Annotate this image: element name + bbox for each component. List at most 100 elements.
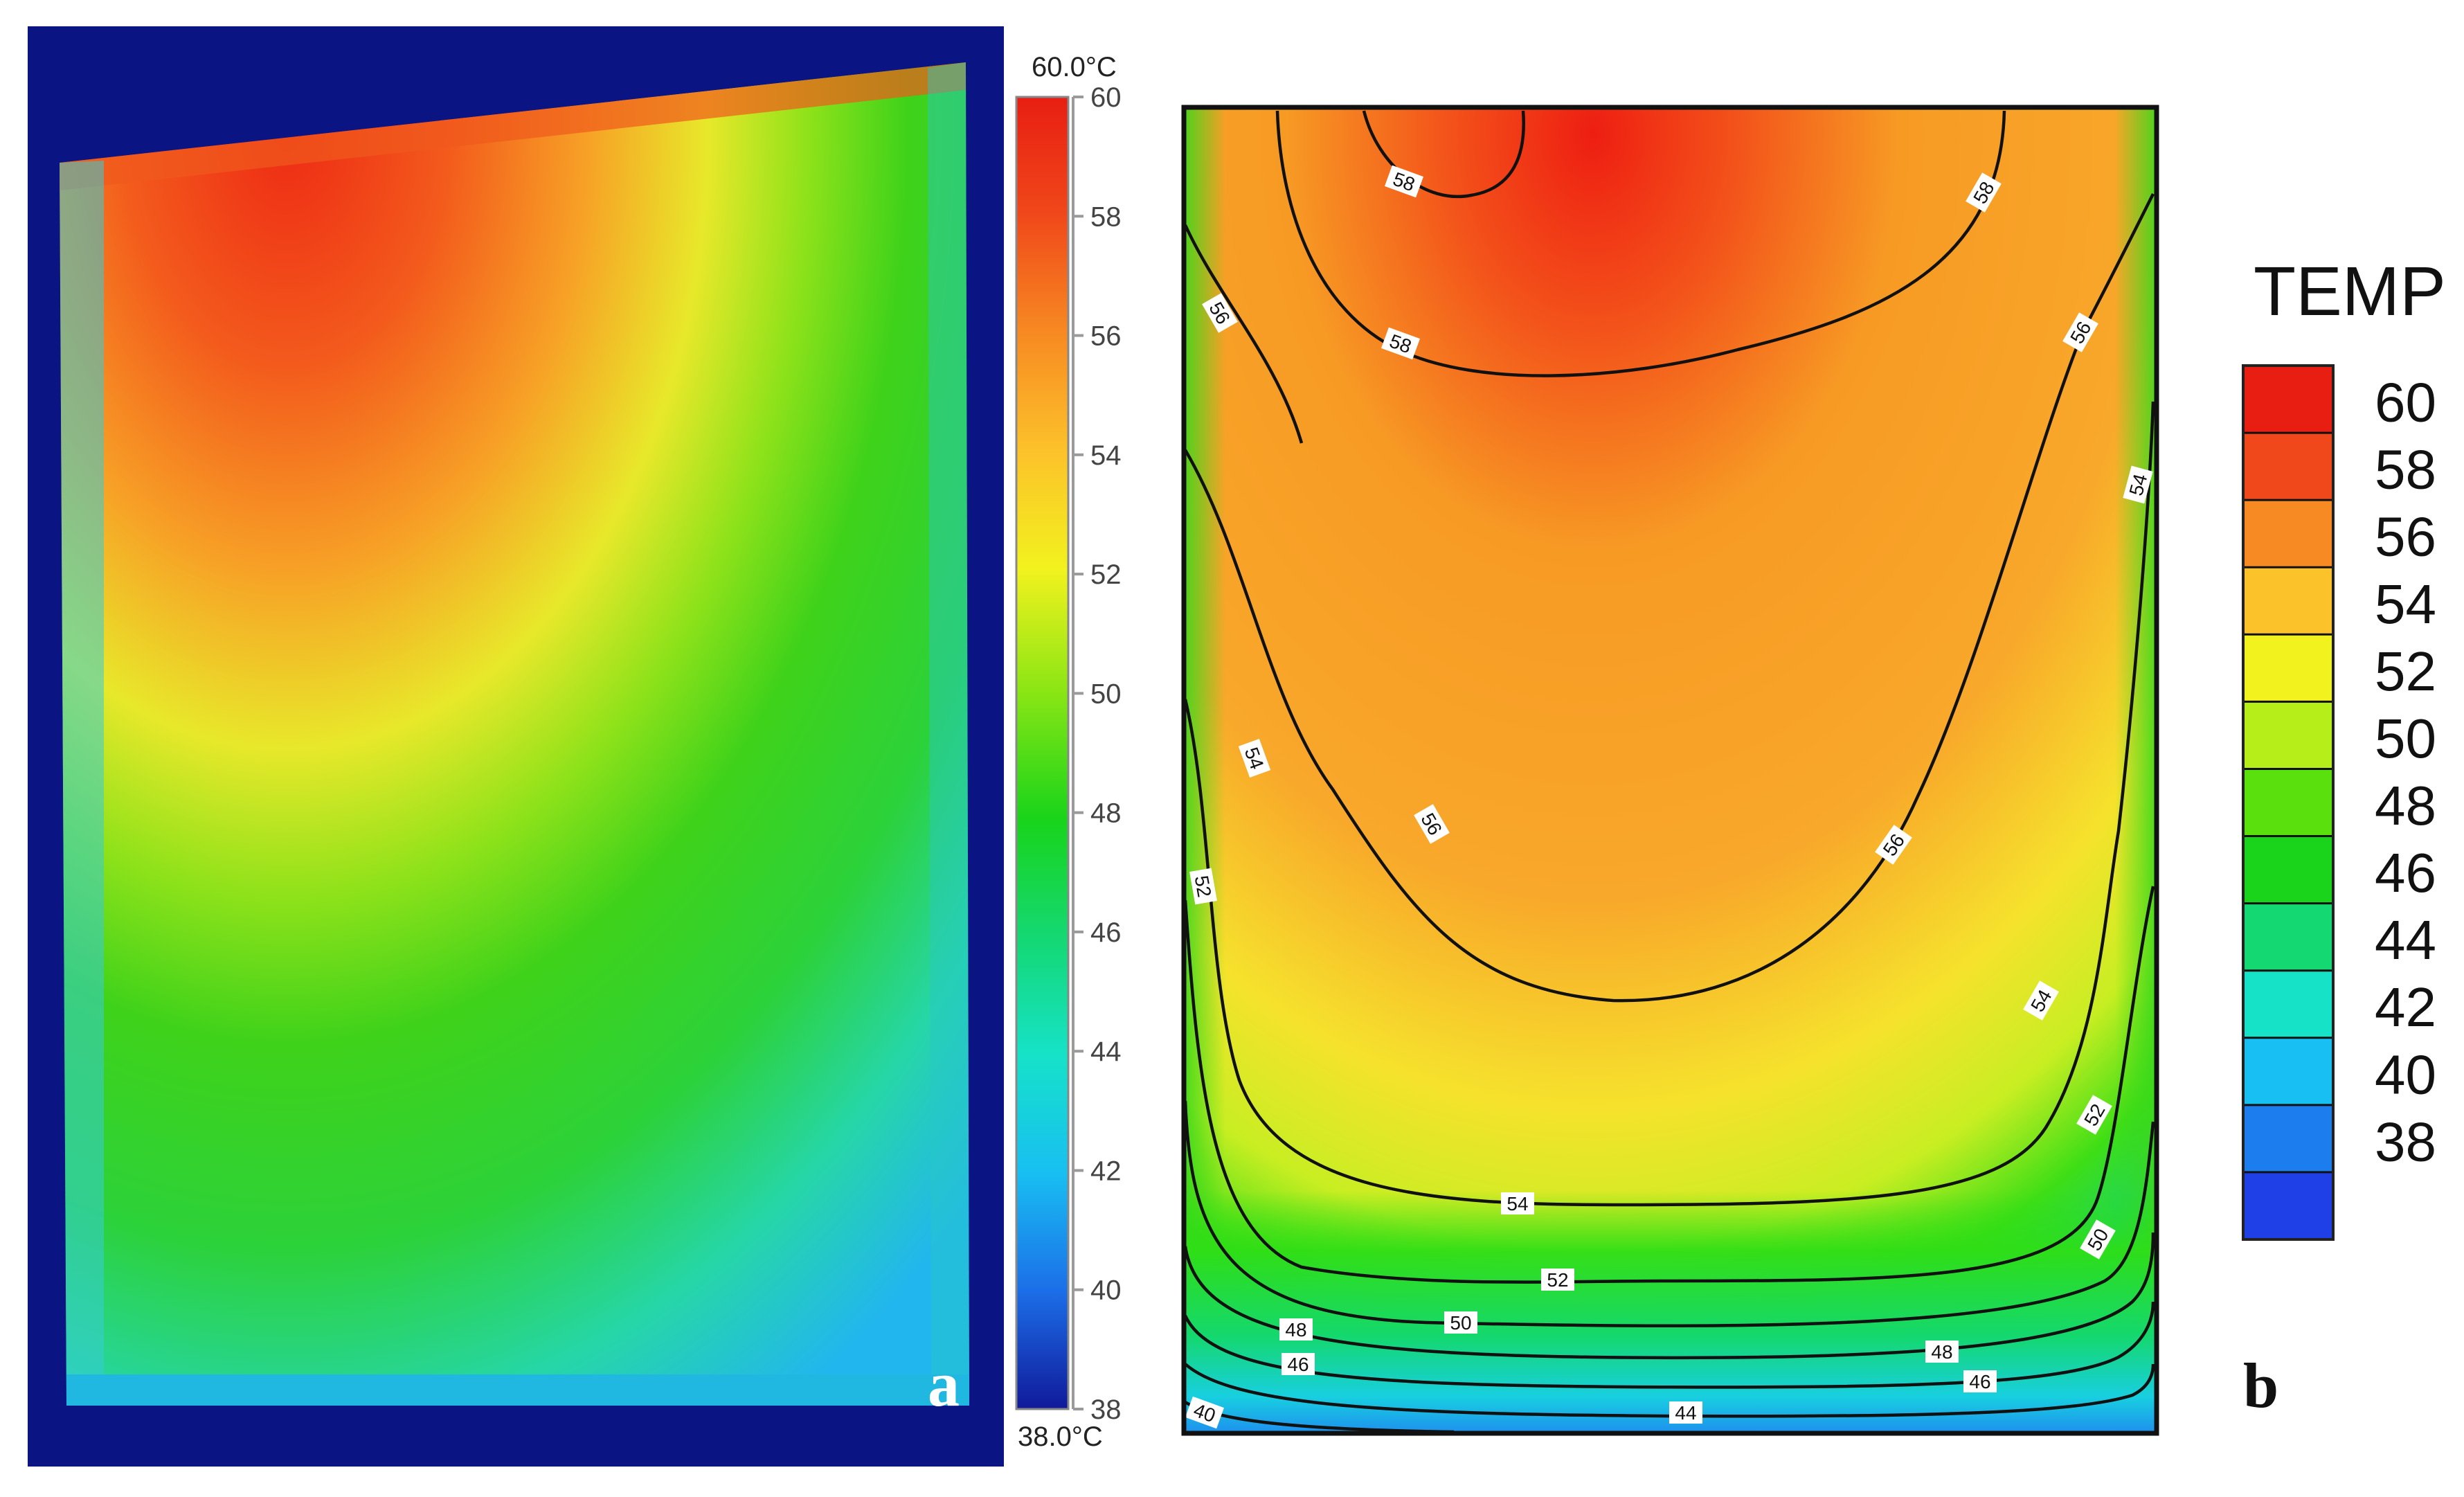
contour-label-background (1381, 327, 1421, 360)
contour-label-text: 48 (1931, 1341, 1952, 1363)
contour-line-48 (1183, 1232, 2155, 1360)
colorbar-a-max-label: 60.0°C (1032, 52, 1117, 82)
contour-frame (1181, 105, 2159, 1436)
contour-label: 52 (1189, 868, 1217, 905)
legend-title: TEMP (2254, 253, 2446, 330)
contour-label: 54 (1238, 738, 1271, 778)
legend-frame (2242, 364, 2335, 1241)
contour-label-background (2062, 312, 2098, 352)
contour-label-text: 50 (1450, 1312, 1471, 1334)
contour-label-background (1875, 825, 1912, 865)
legend-tick-label: 50 (2375, 708, 2436, 769)
contour-line-56-upper (1183, 224, 1304, 444)
legend-swatch (2243, 903, 2333, 971)
legend-swatch (2243, 769, 2333, 837)
contour-label: 48 (1279, 1318, 1313, 1341)
legend-swatch (2243, 1172, 2333, 1240)
contour-label: 52 (1541, 1269, 1574, 1291)
contour-label-text: 52 (1191, 874, 1216, 899)
legend-tick-label: 60 (2375, 372, 2436, 433)
thermal-bottom-edge (66, 1374, 969, 1406)
contour-label-background (1966, 172, 2002, 213)
legend-tick-label: 58 (2375, 439, 2436, 501)
contour-label-background (1279, 1318, 1313, 1341)
colorbar-a-tick-label: 38 (1090, 1395, 1122, 1425)
contour-label: 46 (1963, 1370, 1997, 1392)
legend-swatch (2243, 500, 2333, 568)
contour-line-54 (1183, 401, 2155, 1207)
contour-line-54-inner (1184, 332, 2085, 1003)
contour-lines (1183, 110, 2155, 1434)
contour-label-background (1384, 165, 1424, 198)
colorbar-a (1015, 96, 1070, 1410)
colorbar-a-tick-label: 46 (1090, 917, 1122, 948)
contour-label-text: 44 (1675, 1402, 1696, 1424)
contour-line-50 (1183, 1100, 2155, 1327)
contour-line-56-upper-right (2081, 192, 2155, 334)
contour-line-58 (1275, 110, 2006, 377)
colorbar-a-tick-label: 50 (1090, 679, 1122, 709)
legend-tick-label: 54 (2375, 573, 2436, 635)
thermal-top-edge (60, 62, 966, 190)
contour-label-text: 54 (1507, 1193, 1528, 1214)
contour-label-background (2123, 465, 2153, 504)
panel-letter-b: b (2243, 1350, 2278, 1421)
thermal-left-edge (60, 161, 104, 1402)
legend-swatch (2243, 836, 2333, 904)
panel-a-thermal-image: a (28, 26, 1004, 1467)
legend-swatch (2243, 701, 2333, 770)
legend-tick-label: 40 (2375, 1043, 2436, 1105)
contour-label: 50 (1444, 1311, 1477, 1334)
colorbar-a-tick-label: 48 (1090, 798, 1122, 829)
colorbar-a-tick-label: 60 (1090, 82, 1122, 113)
contour-label-background (1189, 868, 1217, 905)
contour-label-background (2023, 980, 2059, 1021)
contour-label-background (2080, 1219, 2116, 1260)
colorbar-a-tick-label: 56 (1090, 321, 1122, 352)
contour-line-60 (1362, 110, 1525, 199)
panel-a-colorbar: 60.0°C 60 58 56 54 52 50 48 46 44 42 40 38 38.0°C (1015, 52, 1122, 1452)
contour-label-background (1238, 738, 1271, 778)
contour-label-text: 46 (1969, 1371, 1990, 1392)
contour-line-44 (1184, 1363, 2155, 1418)
legend-tick-label: 52 (2375, 640, 2436, 702)
panel-b-contour-plot: 58 58585656545456565254525450525048484646… (1181, 105, 2159, 1436)
contour-label-background (2076, 1095, 2112, 1135)
legend-tick-label: 38 (2375, 1111, 2436, 1172)
colorbar-a-tick-label: 44 (1090, 1037, 1122, 1067)
legend-swatches (2243, 366, 2333, 1240)
contour-label-text: 52 (1547, 1269, 1568, 1291)
colorbar-a-ticks: 60 58 56 54 52 50 48 46 44 42 40 38 (1073, 82, 1122, 1425)
contour-label: 46 (1282, 1353, 1315, 1375)
contour-line-46 (1183, 1301, 2155, 1389)
colorbar-a-tick-label: 54 (1090, 440, 1122, 471)
legend-swatch (2243, 567, 2333, 636)
colorbar-a-tick-label: 42 (1090, 1156, 1122, 1186)
contour-label-background (1501, 1192, 1534, 1214)
thermal-plate (60, 62, 969, 1402)
legend-tick-label: 44 (2375, 909, 2436, 971)
contour-label-background (1202, 293, 1238, 333)
contour-label-background (1444, 1311, 1477, 1334)
legend-swatch (2243, 1104, 2333, 1173)
colorbar-a-tick-label: 52 (1090, 559, 1122, 590)
contour-line-52 (1183, 886, 2155, 1284)
contour-label-background (1925, 1341, 1959, 1363)
contour-label-background (1669, 1401, 1702, 1424)
contour-label-background (1963, 1370, 1997, 1392)
legend-swatch (2243, 634, 2333, 703)
colorbar-a-tick-label: 58 (1090, 201, 1122, 232)
legend-swatch (2243, 366, 2333, 434)
colorbar-a-min-label: 38.0°C (1018, 1422, 1103, 1452)
contour-label: 54 (1501, 1192, 1534, 1214)
legend-tick-label: 48 (2375, 775, 2436, 836)
contour-label-text: 48 (1285, 1319, 1306, 1341)
legend-tick-label: 42 (2375, 976, 2436, 1038)
contour-label: 44 (1669, 1401, 1702, 1424)
contour-label-background (1282, 1353, 1315, 1375)
thermal-right-edge (928, 62, 969, 1399)
contour-label-background (1414, 804, 1450, 844)
